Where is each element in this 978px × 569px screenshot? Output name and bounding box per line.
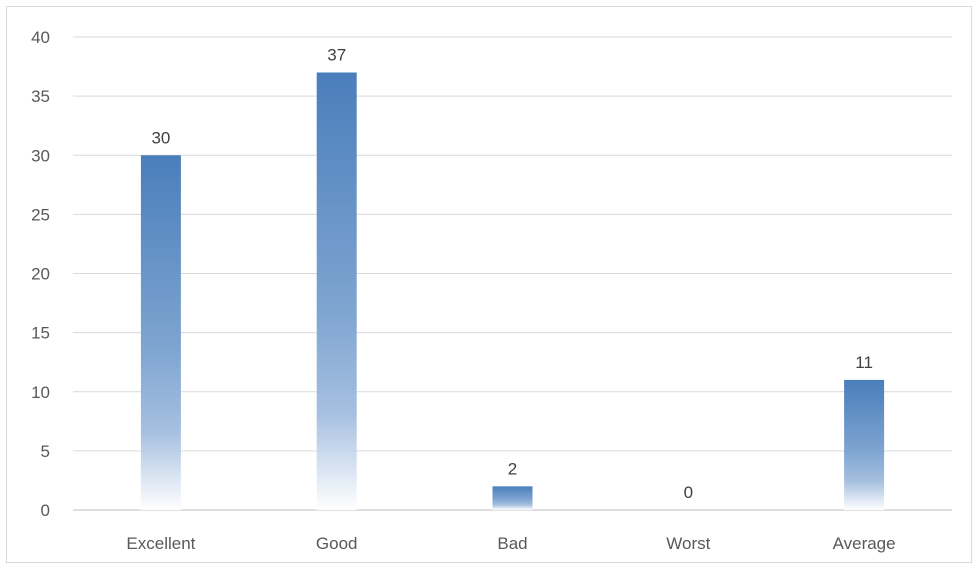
y-axis-tick-labels: 0 5 10 15 20 25 30 35 40 [31,28,50,520]
y-tick-label: 30 [31,146,50,165]
gridlines [73,36,952,511]
x-axis-tick-labels: Excellent Good Bad Worst Average [126,534,895,553]
x-tick-label-average: Average [833,534,896,553]
bars [140,72,885,510]
data-label-good: 37 [327,45,346,64]
y-tick-label: 35 [31,87,50,106]
data-label-bad: 2 [508,459,517,478]
bar-average [844,379,885,510]
bar-excellent [140,155,181,510]
x-tick-label-bad: Bad [497,534,527,553]
y-tick-label: 0 [41,501,50,520]
data-label-excellent: 30 [151,128,170,147]
data-label-average: 11 [855,353,873,372]
x-tick-label-good: Good [316,534,358,553]
y-tick-label: 25 [31,205,50,224]
data-label-worst: 0 [684,483,693,502]
y-tick-label: 5 [41,442,50,461]
y-tick-label: 10 [31,383,50,402]
x-tick-label-worst: Worst [666,534,710,553]
bar-good [316,72,357,510]
bar-bad [492,486,533,510]
data-labels: 30 37 2 0 11 [151,45,872,502]
x-tick-label-excellent: Excellent [126,534,195,553]
y-tick-label: 20 [31,265,50,284]
y-tick-label: 15 [31,324,50,343]
y-tick-label: 40 [31,28,50,47]
